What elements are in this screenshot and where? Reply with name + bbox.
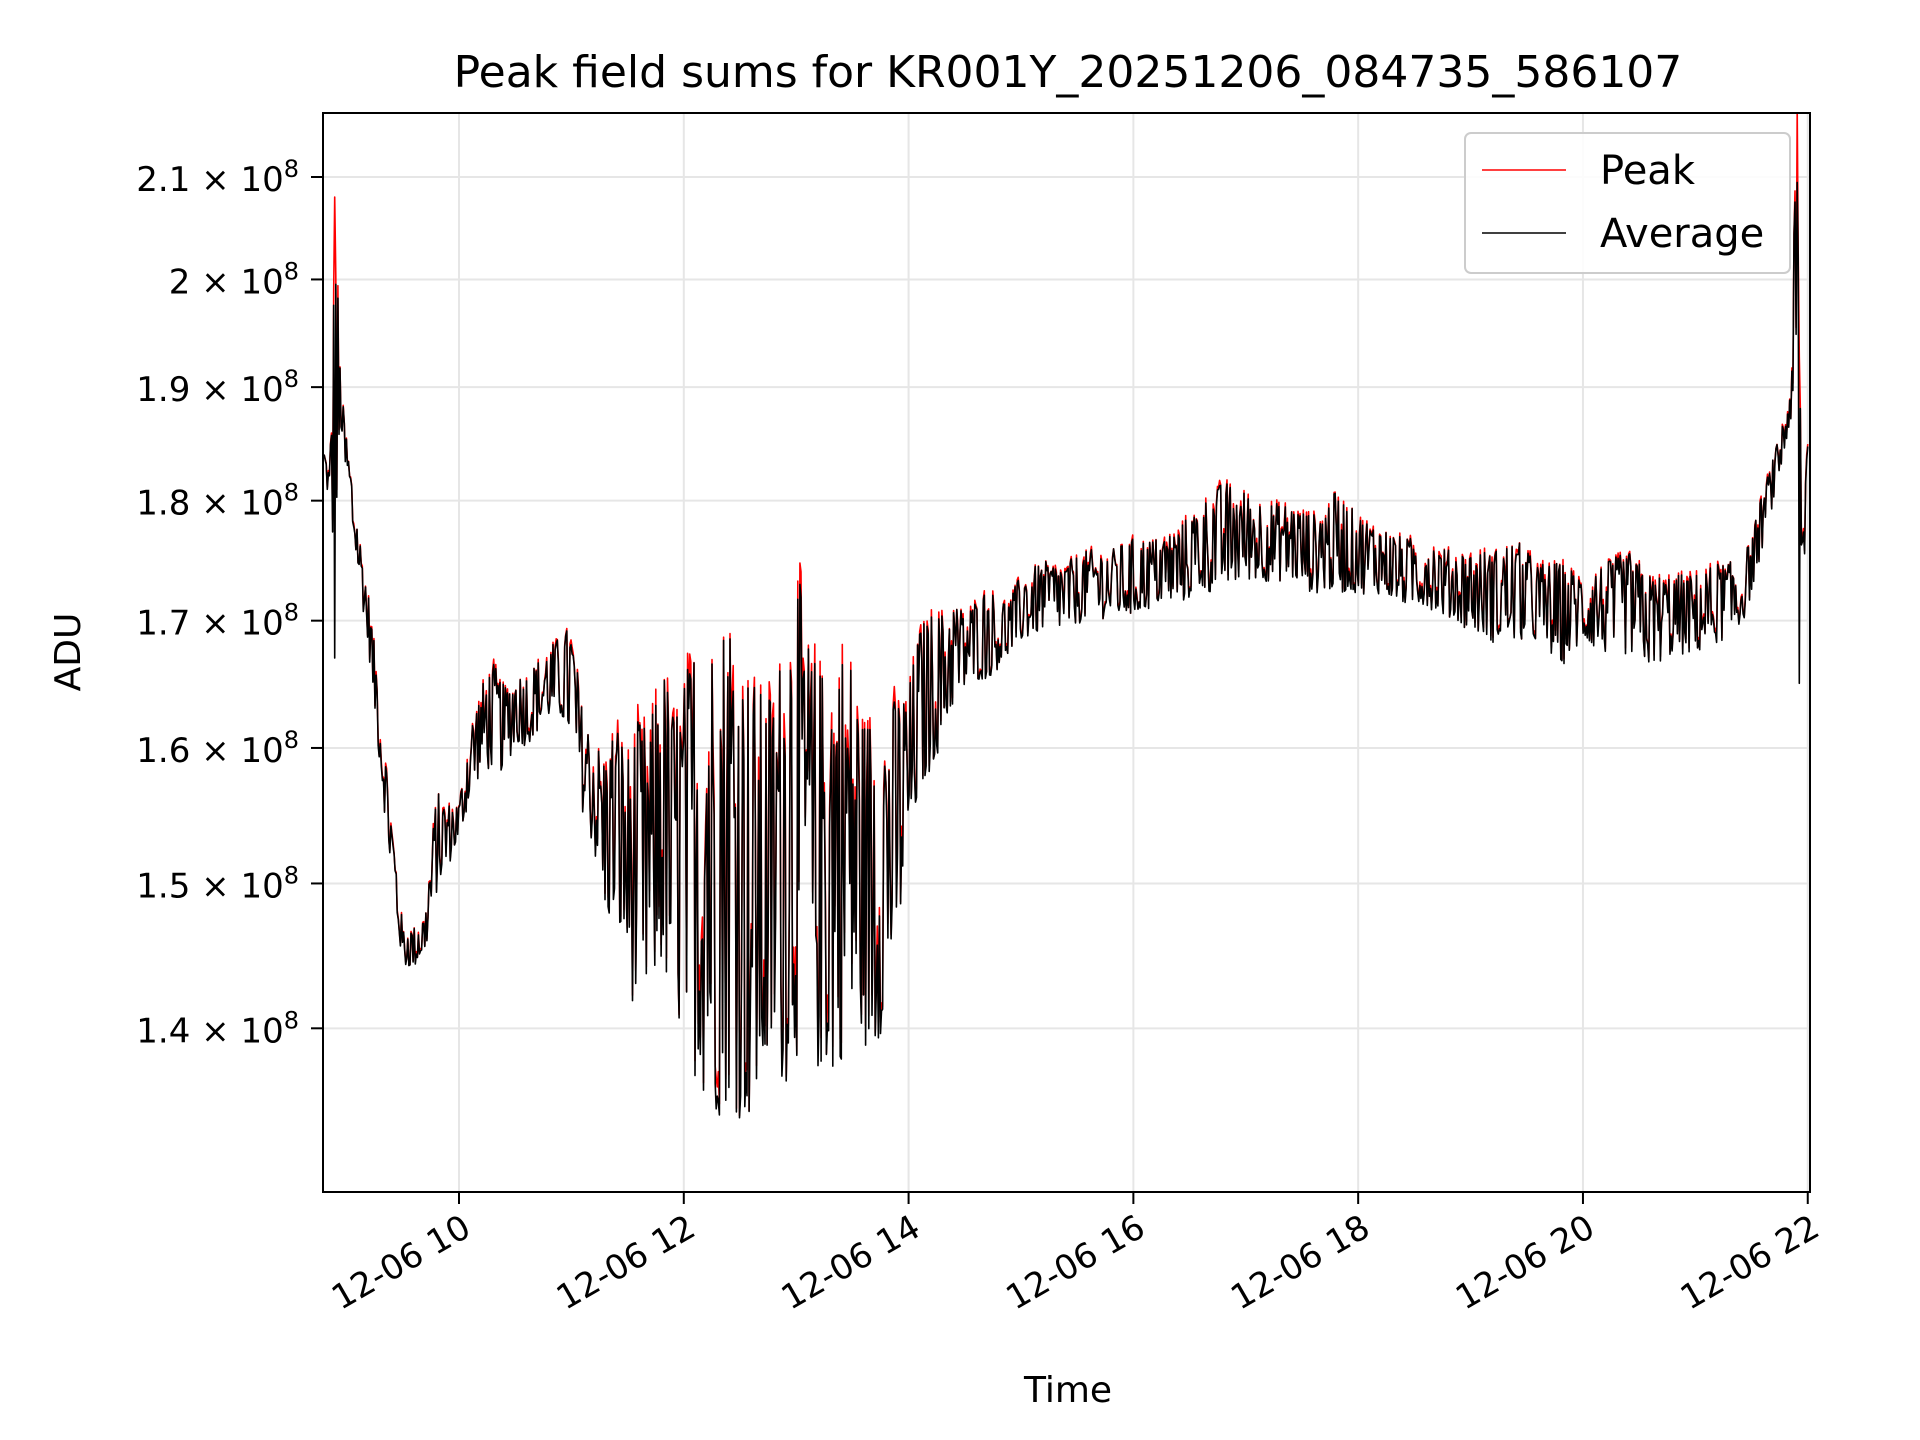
legend-label-peak: Peak: [1600, 148, 1696, 194]
y-tick-label: 1.5 × 108: [136, 861, 299, 906]
y-axis-ticks: 1.4 × 108 1.5 × 108 1.6 × 108 1.7 × 108 1.8 …: [136, 155, 323, 1051]
plot-area: [322, 112, 1811, 1193]
plot-background: [323, 113, 1810, 1192]
chart-title: Peak field sums for KR001Y_20251206_0847…: [454, 47, 1683, 98]
series-line-average: [323, 181, 1809, 1119]
y-tick-label: 2 × 108: [169, 257, 299, 302]
legend: Peak Average: [1464, 132, 1791, 274]
y-tick-label: 1.8 × 108: [136, 479, 299, 524]
y-gridlines: [323, 176, 1810, 1030]
legend-label-average: Average: [1600, 211, 1764, 257]
y-axis-label: ADU: [48, 613, 89, 692]
y-tick-label: 1.6 × 108: [136, 726, 299, 771]
x-axis-label: Time: [1023, 1370, 1112, 1411]
y-tick-label: 1.4 × 108: [136, 1006, 299, 1051]
plot-frame: [322, 112, 1811, 1193]
legend-box: [1464, 132, 1791, 274]
y-tick-label: 1.9 × 108: [136, 365, 299, 410]
y-tick-label: 2.1 × 108: [136, 155, 299, 200]
y-tick-label: 1.7 × 108: [136, 599, 299, 644]
x-gridlines: [457, 113, 1809, 1192]
